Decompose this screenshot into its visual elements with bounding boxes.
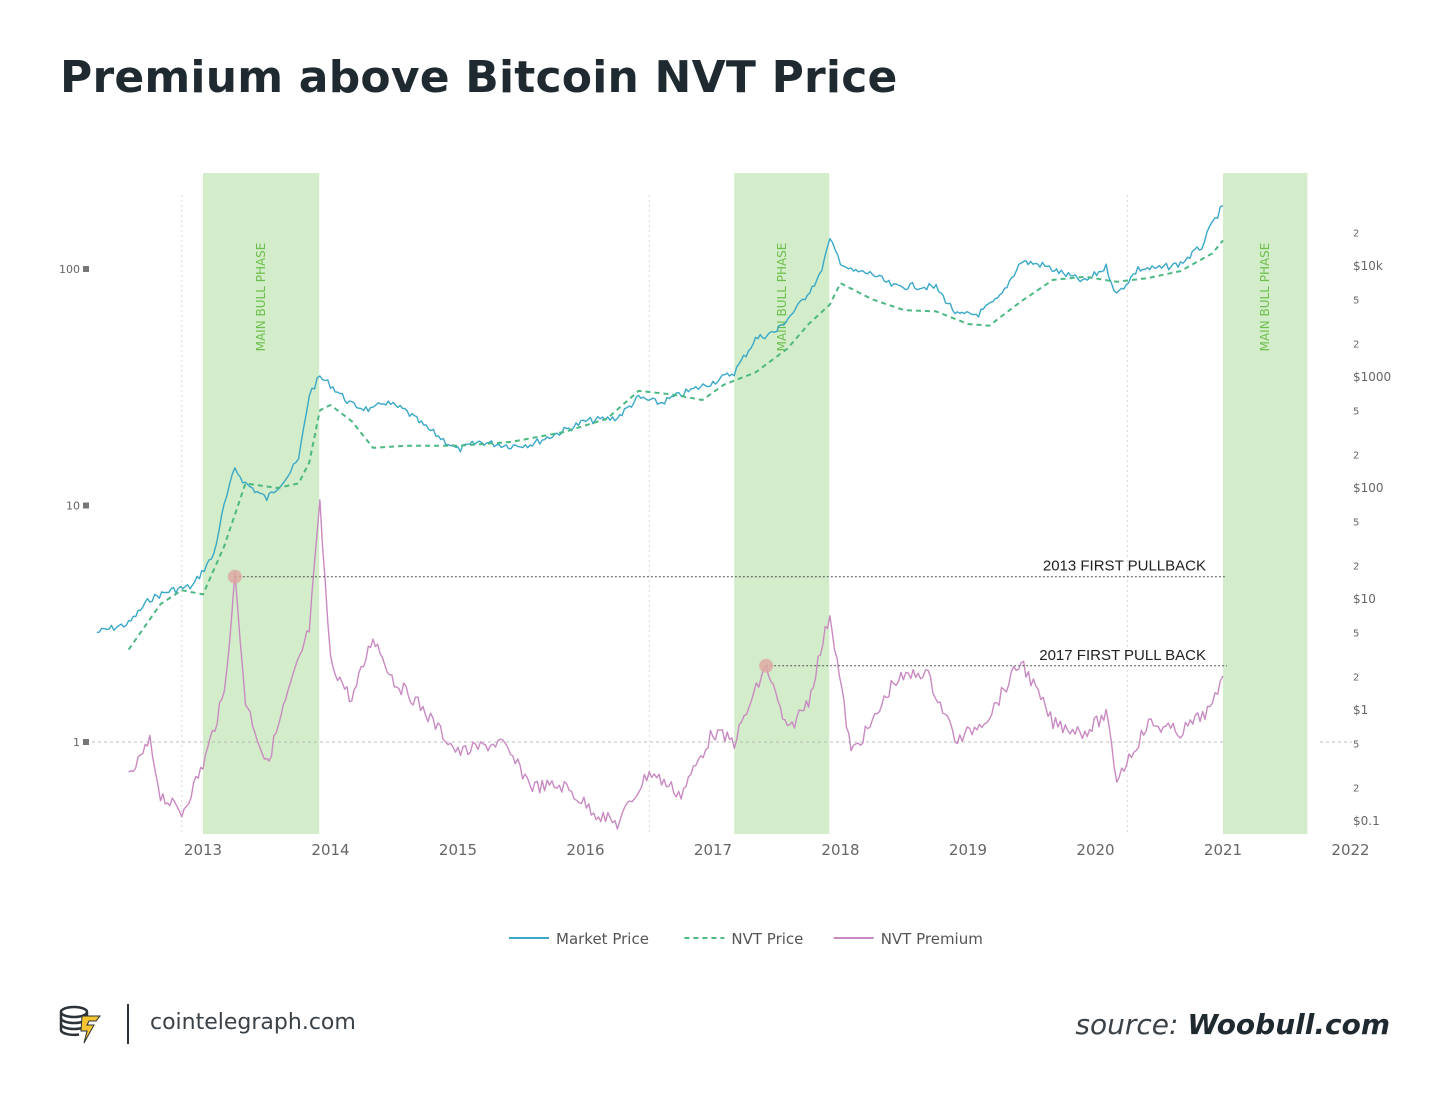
series-line-nvt-price (127, 239, 1224, 651)
right-tick-label: 2 (1353, 451, 1359, 462)
right-tick-label: $10k (1353, 259, 1383, 273)
left-tick-label: 1 (73, 736, 80, 749)
footer-divider (127, 1004, 129, 1044)
series-line-market-price (96, 204, 1224, 633)
legend-label-0: Market Price (556, 930, 649, 948)
series-lines (96, 204, 1224, 830)
right-tick-label: 5 (1353, 406, 1359, 417)
right-tick-label: $100 (1353, 481, 1384, 495)
left-tick-label: 100 (59, 263, 80, 276)
footer-source: source: Woobull.com (1075, 1008, 1390, 1041)
right-tick-label: 5 (1353, 739, 1359, 750)
right-tick-label: 5 (1353, 628, 1359, 639)
x-tick-label: 2018 (821, 841, 859, 859)
x-tick-label: 2021 (1204, 841, 1242, 859)
source-prefix: source: (1075, 1008, 1179, 1041)
x-tick-label: 2019 (949, 841, 987, 859)
source-name: Woobull.com (1187, 1008, 1390, 1041)
x-tick-label: 2017 (694, 841, 732, 859)
legend-label-1: NVT Price (731, 930, 803, 948)
x-tick-label: 2013 (184, 841, 222, 859)
series-line-nvt-premium (128, 499, 1224, 830)
page-title: Premium above Bitcoin NVT Price (60, 52, 898, 103)
legend-label-2: NVT Premium (881, 930, 983, 948)
right-tick-label: 2 (1353, 562, 1359, 573)
annotation-marker-1 (759, 658, 774, 673)
left-tick-mark (83, 266, 89, 272)
bull-phase-label-0: MAIN BULL PHASE (254, 243, 268, 352)
annotations: 2013 FIRST PULLBACK 2017 FIRST PULL BACK (227, 558, 1227, 673)
left-tick-label: 10 (66, 500, 80, 513)
x-tick-label: 2020 (1076, 841, 1114, 859)
legend: Market Price NVT Price NVT Premium (509, 930, 983, 948)
annotation-label-0: 2013 FIRST PULLBACK (1043, 558, 1206, 575)
footer-site[interactable]: cointelegraph.com (150, 1010, 356, 1035)
left-tick-mark (83, 739, 89, 745)
left-tick-mark (83, 502, 89, 509)
right-tick-label: 2 (1353, 673, 1359, 684)
bull-phase-label-1: MAIN BULL PHASE (775, 243, 789, 352)
annotation-marker-0 (227, 569, 242, 584)
right-tick-label: $0.1 (1353, 814, 1380, 828)
bull-phase-bands: MAIN BULL PHASE MAIN BULL PHASE MAIN BULL … (203, 173, 1308, 834)
bull-phase-band-1 (734, 173, 830, 834)
bull-phase-label-2: MAIN BULL PHASE (1258, 243, 1272, 352)
right-tick-label: 2 (1353, 229, 1359, 240)
right-tick-label: 2 (1353, 340, 1359, 351)
cointelegraph-logo (58, 1002, 104, 1051)
bull-phase-band-2 (1223, 173, 1308, 834)
right-tick-label: 5 (1353, 517, 1359, 528)
gridlines (92, 195, 1352, 834)
axes: 2013 2014 2015 2016 2017 2018 2019 2020 2021 2022… (59, 229, 1391, 859)
x-tick-label: 2022 (1331, 841, 1369, 859)
x-tick-label: 2014 (311, 841, 349, 859)
right-tick-label: $1000 (1353, 370, 1391, 384)
right-tick-label: $1 (1353, 703, 1368, 717)
annotation-label-1: 2017 FIRST PULL BACK (1039, 647, 1206, 664)
right-tick-label: $10 (1353, 592, 1376, 606)
right-tick-label: 5 (1353, 295, 1359, 306)
right-tick-label: 2 (1353, 784, 1359, 795)
bull-phase-band-0 (203, 173, 320, 834)
x-tick-label: 2015 (439, 841, 477, 859)
x-tick-label: 2016 (566, 841, 604, 859)
